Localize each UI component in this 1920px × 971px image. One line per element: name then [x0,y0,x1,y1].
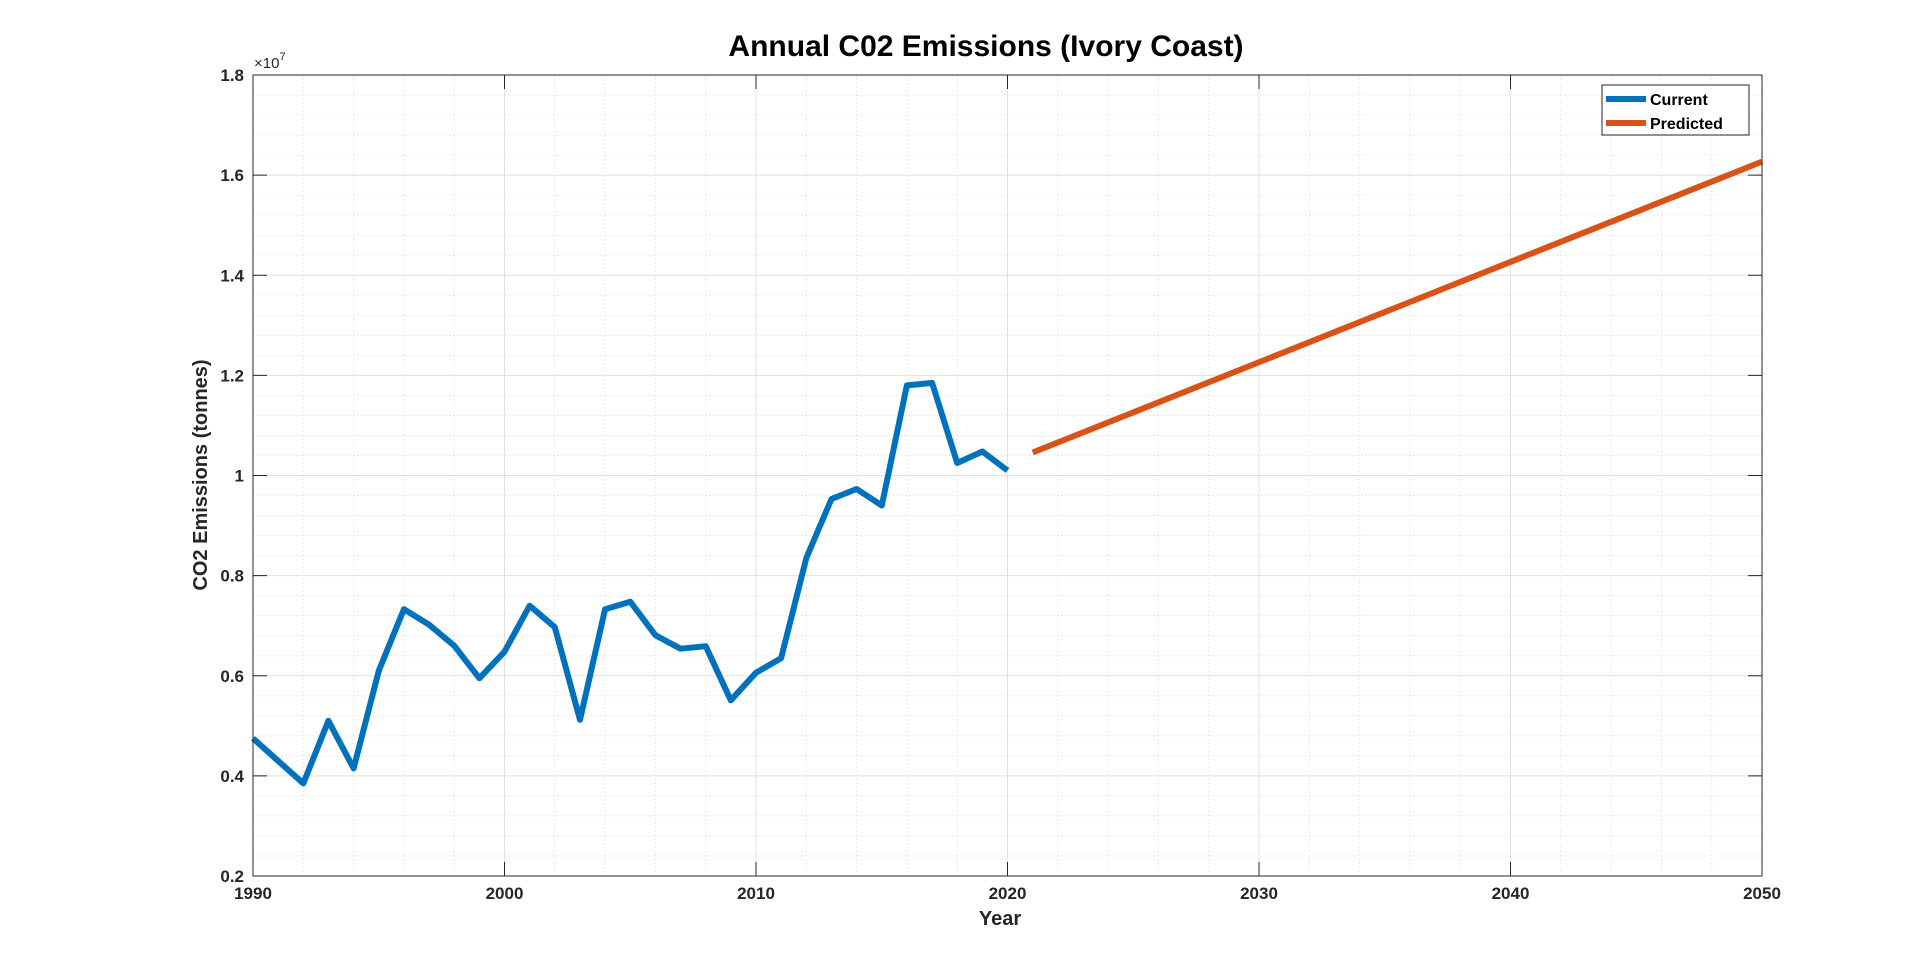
y-tick-label: 0.6 [220,667,244,686]
y-axis-title: CO2 Emissions (tonnes) [190,359,212,590]
y-exponent-base: ×10 [254,55,279,72]
y-exponent: ×107 [254,51,286,72]
y-tick-label: 1.2 [220,366,244,385]
y-exponent-power: 7 [279,51,285,63]
x-axis-title: Year [979,908,1021,930]
y-tick-label: 0.4 [220,767,244,786]
y-tick-label: 0.8 [220,567,244,586]
x-tick-label: 2000 [486,884,524,903]
chart-title: Annual C02 Emissions (Ivory Coast) [728,30,1243,63]
x-tick-label: 2020 [989,884,1027,903]
x-tick-labels: 1990 2000 2010 2020 2030 2040 2050 [234,884,1781,903]
major-grid [252,74,1763,877]
legend-label-predicted: Predicted [1650,116,1723,133]
x-tick-label: 2040 [1492,884,1530,903]
series-line-current [250,379,1010,787]
x-tick-label: 2050 [1743,884,1781,903]
axis-ticks [252,74,1763,877]
svg-text:×107: ×107 [254,51,286,72]
legend: Current Predicted [1601,84,1750,136]
y-tick-label: 1.6 [220,166,244,185]
y-tick-label: 1 [235,467,244,486]
y-tick-label: 0.2 [220,867,244,886]
x-tick-label: 2010 [737,884,775,903]
series-layer [250,158,1764,787]
legend-box [1601,84,1750,136]
x-tick-label: 2030 [1240,884,1278,903]
y-tick-labels: 0.2 0.4 0.6 0.8 1 1.2 1.4 1.6 1.8 [220,66,244,886]
x-tick-label: 1990 [234,884,272,903]
legend-label-current: Current [1650,92,1708,109]
series-line-predicted [1031,158,1764,456]
y-tick-label: 1.8 [220,66,244,85]
y-tick-label: 1.4 [220,266,244,285]
